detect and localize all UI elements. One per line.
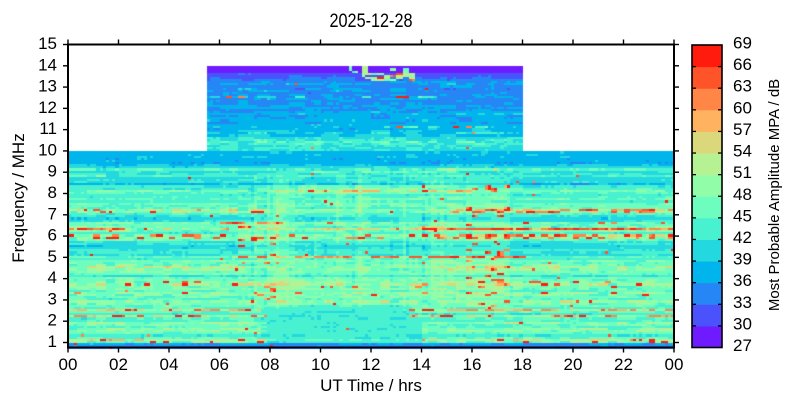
svg-text:15: 15 (38, 34, 57, 53)
svg-text:63: 63 (733, 77, 752, 96)
svg-text:51: 51 (733, 163, 752, 182)
svg-text:48: 48 (733, 185, 752, 204)
svg-text:9: 9 (48, 162, 57, 181)
svg-text:39: 39 (733, 250, 752, 269)
svg-text:2: 2 (48, 311, 57, 330)
svg-text:Most Probable Amplitude MPA /: Most Probable Amplitude MPA / dB (766, 79, 783, 311)
svg-text:36: 36 (733, 271, 752, 290)
svg-text:11: 11 (39, 119, 57, 138)
svg-text:30: 30 (733, 314, 752, 333)
svg-text:14: 14 (38, 55, 57, 74)
svg-text:1: 1 (48, 332, 57, 351)
svg-text:18: 18 (513, 355, 532, 374)
svg-text:UT Time / hrs: UT Time / hrs (320, 376, 422, 395)
svg-text:10: 10 (38, 140, 57, 159)
svg-text:6: 6 (48, 226, 57, 245)
svg-text:57: 57 (733, 120, 752, 139)
svg-text:22: 22 (614, 355, 633, 374)
svg-text:8: 8 (48, 183, 57, 202)
svg-text:69: 69 (733, 34, 752, 53)
svg-text:10: 10 (311, 355, 330, 374)
svg-text:2025-12-28: 2025-12-28 (330, 11, 413, 32)
svg-text:60: 60 (733, 98, 752, 117)
svg-text:3: 3 (48, 289, 57, 308)
svg-text:16: 16 (463, 355, 482, 374)
svg-text:08: 08 (261, 355, 280, 374)
svg-text:20: 20 (564, 355, 583, 374)
svg-text:4: 4 (48, 268, 57, 287)
svg-text:02: 02 (109, 355, 128, 374)
svg-text:13: 13 (38, 77, 57, 96)
svg-text:7: 7 (48, 204, 57, 223)
svg-text:Frequency / MHz: Frequency / MHz (9, 133, 28, 262)
svg-text:00: 00 (665, 355, 684, 374)
svg-text:12: 12 (38, 98, 57, 117)
svg-text:5: 5 (48, 247, 57, 266)
svg-text:12: 12 (362, 355, 381, 374)
svg-text:33: 33 (733, 293, 752, 312)
svg-text:00: 00 (59, 355, 78, 374)
svg-text:04: 04 (160, 355, 179, 374)
svg-text:45: 45 (733, 206, 752, 225)
svg-text:66: 66 (733, 55, 752, 74)
svg-text:42: 42 (733, 228, 752, 247)
svg-text:54: 54 (733, 142, 752, 161)
svg-text:14: 14 (412, 355, 431, 374)
svg-text:06: 06 (210, 355, 229, 374)
svg-text:27: 27 (733, 336, 752, 355)
